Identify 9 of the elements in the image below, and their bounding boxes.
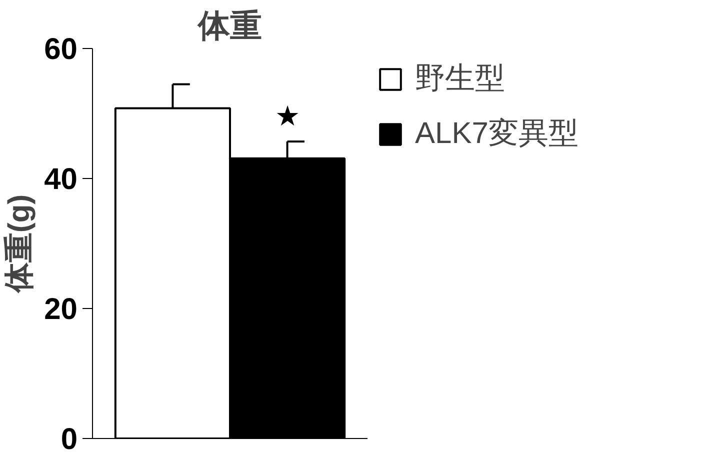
y-tick-label: 60 xyxy=(44,33,78,66)
legend-label: ALK7変異型 xyxy=(415,116,578,152)
legend-label: 野生型 xyxy=(415,61,505,97)
y-tick-label: 20 xyxy=(44,293,78,326)
y-axis-title: 体重(g) xyxy=(3,194,36,294)
chart-title: 体重 xyxy=(197,8,262,44)
y-tick-label: 40 xyxy=(44,163,78,196)
annotation: ★ xyxy=(274,100,300,132)
y-tick-label: 0 xyxy=(60,423,78,456)
